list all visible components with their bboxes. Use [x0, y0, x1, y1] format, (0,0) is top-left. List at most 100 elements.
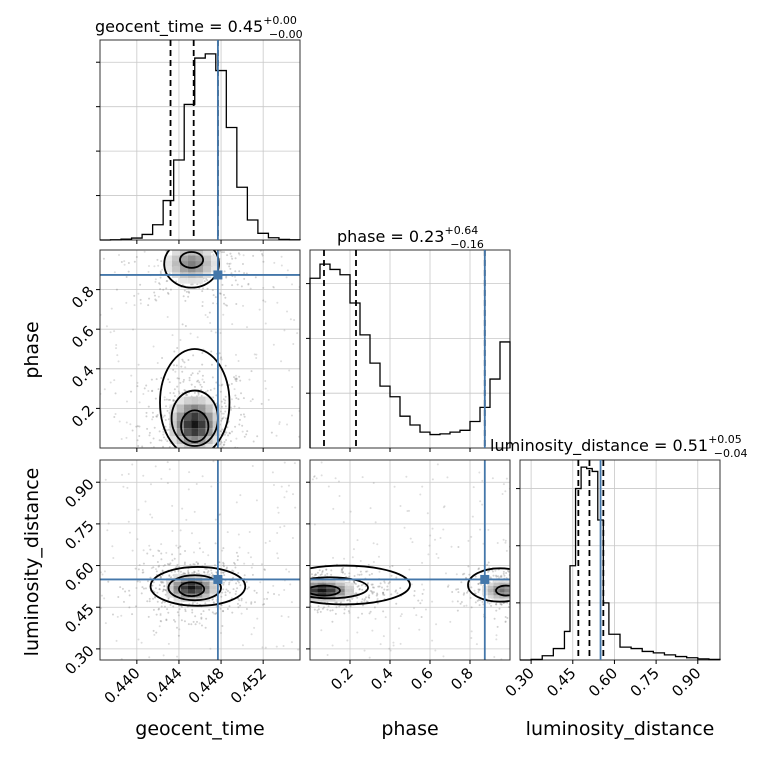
sample-point: [526, 598, 528, 600]
sample-point: [326, 572, 329, 575]
sample-point: [117, 596, 120, 599]
sample-point: [201, 290, 204, 293]
contour-right-inner: [495, 584, 510, 597]
title-main: phase = 0.23: [337, 227, 444, 246]
sample-point: [220, 245, 222, 247]
sample-point: [361, 604, 364, 607]
sample-point: [528, 576, 530, 578]
sample-point: [159, 614, 162, 617]
sample-point: [155, 631, 158, 634]
sample-point: [110, 307, 113, 310]
sample-point: [245, 580, 248, 583]
sample-point: [285, 594, 287, 596]
sample-point: [313, 523, 316, 526]
sample-point: [184, 608, 187, 611]
sample-point: [223, 433, 226, 436]
sample-point: [514, 603, 516, 605]
sample-point: [521, 580, 523, 582]
sample-point: [222, 313, 225, 316]
sample-point: [512, 612, 514, 614]
sample-point: [243, 574, 246, 577]
sample-point: [513, 597, 515, 599]
sample-point: [219, 607, 222, 610]
sample-point: [234, 425, 237, 428]
sample-point: [166, 482, 169, 485]
sample-point: [160, 552, 163, 555]
sample-point: [520, 589, 522, 591]
sample-point: [183, 620, 186, 623]
sample-point: [238, 418, 241, 421]
sample-point: [551, 621, 553, 623]
sample-point: [435, 623, 438, 626]
xtick-label-3: 0.75: [627, 664, 663, 700]
sample-point: [396, 592, 399, 595]
sample-point: [387, 588, 390, 591]
density-cell: [198, 444, 206, 448]
sample-point: [211, 574, 214, 577]
sample-point: [288, 570, 291, 573]
sample-point: [114, 412, 117, 415]
sample-point: [424, 608, 427, 611]
sample-point: [164, 589, 167, 592]
sample-point: [171, 334, 174, 337]
sample-point: [294, 596, 296, 598]
sample-point: [236, 555, 239, 558]
sample-point: [263, 615, 265, 617]
sample-point: [361, 476, 364, 479]
sample-point: [226, 477, 228, 479]
sample-point: [372, 586, 375, 589]
sample-point: [197, 379, 200, 382]
sample-point: [152, 597, 155, 600]
sample-point: [204, 562, 207, 565]
density-cell: [310, 582, 318, 586]
sample-point: [304, 586, 306, 588]
sample-point: [137, 508, 140, 511]
sample-point: [527, 590, 529, 592]
sample-point: [147, 405, 150, 408]
sample-point: [303, 585, 305, 587]
sample-point: [317, 605, 320, 608]
sample-point: [165, 429, 168, 432]
sample-point: [222, 562, 225, 565]
sample-point: [313, 608, 316, 611]
sample-point: [281, 610, 283, 612]
sample-point: [154, 397, 157, 400]
sample-point: [194, 615, 197, 618]
sample-point: [470, 606, 473, 609]
sample-point: [238, 406, 241, 409]
sample-point: [153, 294, 156, 297]
sample-point: [361, 612, 364, 615]
sample-point: [463, 572, 466, 575]
density-cell: [169, 436, 177, 445]
sample-point: [238, 375, 241, 378]
sample-point: [154, 278, 157, 281]
density-cell: [195, 585, 203, 590]
sample-point: [232, 570, 235, 573]
xtick-label-2: 0.448: [185, 664, 228, 707]
sample-point: [151, 411, 154, 414]
sample-point: [229, 267, 232, 270]
sample-point: [451, 600, 454, 603]
truth-marker: [213, 574, 223, 584]
sample-point: [256, 611, 258, 613]
sample-point: [237, 571, 240, 574]
sample-point: [152, 608, 155, 611]
ytick-label-2: 0.6: [68, 322, 98, 352]
sample-point: [421, 592, 424, 595]
sample-point: [390, 593, 393, 596]
sample-point: [278, 586, 280, 588]
sample-point: [516, 612, 518, 614]
sample-point: [223, 402, 226, 405]
sample-point: [111, 545, 114, 548]
sample-point: [306, 586, 308, 588]
density-cell: [173, 593, 181, 598]
sample-point: [190, 233, 192, 235]
sample-point: [481, 601, 484, 604]
sample-point: [343, 572, 346, 575]
sample-point: [264, 541, 267, 544]
sample-point: [175, 544, 178, 547]
sample-point: [254, 276, 257, 279]
sample-point: [174, 370, 177, 373]
sample-point: [335, 601, 338, 604]
sample-point: [470, 630, 473, 633]
